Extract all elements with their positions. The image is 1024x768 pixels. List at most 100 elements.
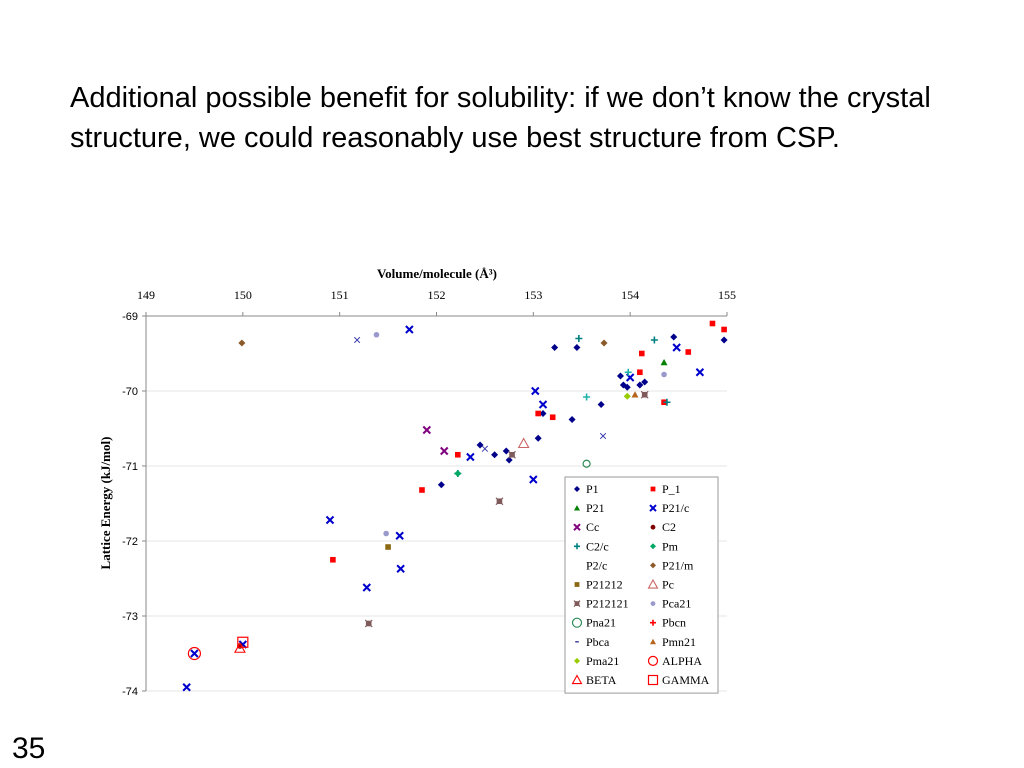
- data-point: [187, 646, 202, 661]
- legend-label: Pmn21: [662, 635, 696, 649]
- data-point: [641, 378, 649, 386]
- legend-box: [564, 476, 719, 694]
- data-point: [395, 531, 404, 540]
- legend-label: Pbcn: [662, 616, 686, 630]
- data-point: [440, 446, 449, 456]
- legend-label: BETA: [586, 673, 617, 687]
- legend-label: P1: [586, 482, 599, 496]
- legend-label: P21/m: [662, 558, 694, 572]
- legend-marker: [574, 486, 580, 492]
- data-point: [455, 451, 461, 458]
- data-point: [631, 391, 639, 398]
- data-point: [466, 452, 475, 462]
- data-point: [373, 331, 380, 338]
- data-point: [623, 383, 631, 391]
- y-tick-label: -74: [122, 686, 138, 698]
- data-point: [505, 456, 513, 464]
- data-point: [535, 410, 541, 417]
- legend-label: P_1: [662, 482, 681, 496]
- data-point: [238, 339, 246, 347]
- legend-label: Pc: [662, 578, 674, 592]
- data-point: [661, 371, 667, 378]
- legend-label: Cc: [586, 520, 599, 534]
- data-point: [534, 434, 542, 442]
- data-point: [476, 441, 484, 449]
- data-point: [638, 350, 645, 357]
- y-tick-label: -70: [122, 386, 138, 398]
- y-tick-label: -71: [122, 461, 138, 473]
- legend-marker: [574, 582, 580, 587]
- legend-marker: [573, 600, 581, 608]
- legend-marker: [650, 638, 656, 645]
- data-point: [437, 481, 445, 489]
- legend-marker: [647, 578, 659, 589]
- x-tick-label: 151: [331, 288, 349, 302]
- legend-marker: [647, 674, 659, 686]
- data-point: [623, 392, 631, 400]
- legend-label: Pca21: [662, 597, 691, 611]
- data-point: [237, 636, 249, 648]
- data-point: [695, 368, 705, 377]
- data-point: [551, 344, 559, 351]
- y-tick-label: -73: [122, 611, 138, 623]
- legend-marker: [650, 601, 656, 606]
- data-point: [362, 583, 371, 592]
- data-point: [495, 497, 504, 506]
- x-tick-label: 150: [234, 288, 252, 302]
- legend: P1 P_1 P21 P21/c Cc C2 C2/c Pm P2/c P21/m P21212 Pc…: [564, 476, 719, 694]
- data-point: [660, 359, 668, 366]
- legend-label: ALPHA: [662, 654, 702, 668]
- legend-marker: [574, 543, 580, 550]
- y-axis-label: Lattice Energy (kJ/mol): [98, 437, 113, 570]
- data-point: [508, 450, 516, 459]
- data-point: [502, 447, 510, 455]
- legend-label: GAMMA: [662, 673, 710, 687]
- data-point: [539, 410, 547, 417]
- data-point: [709, 320, 716, 327]
- data-point: [575, 335, 583, 342]
- data-point: [636, 381, 644, 389]
- x-tick-label: 149: [137, 288, 155, 302]
- data-point: [721, 326, 727, 333]
- data-point: [529, 475, 538, 484]
- data-point: [422, 425, 432, 435]
- data-point: [616, 372, 624, 380]
- data-point: [583, 393, 591, 401]
- legend-label: P21/c: [662, 501, 689, 515]
- data-point: [568, 416, 576, 423]
- data-point: [573, 344, 581, 351]
- y-tick-label: -69: [122, 311, 138, 323]
- legend-label: P21: [586, 501, 605, 515]
- data-point: [383, 530, 389, 537]
- legend-label: Pm: [662, 539, 679, 553]
- data-point: [670, 333, 678, 341]
- x-tick-label: 154: [621, 288, 639, 302]
- data-point: [531, 386, 540, 396]
- data-point: [672, 343, 681, 352]
- legend-label: Pna21: [586, 616, 616, 630]
- legend-marker: [650, 543, 656, 550]
- legend-marker: [650, 619, 656, 626]
- slide-number: 35: [12, 732, 46, 765]
- legend-marker: [571, 617, 583, 628]
- data-point: [685, 349, 692, 355]
- legend-label: P212121: [586, 597, 629, 611]
- data-point: [325, 515, 335, 525]
- data-point: [549, 414, 556, 421]
- legend-label: C2: [662, 520, 676, 534]
- data-point: [600, 339, 608, 347]
- data-point: [538, 400, 548, 409]
- x-axis-label: Volume/molecule (Å³): [377, 266, 497, 281]
- data-point: [405, 325, 414, 334]
- data-point: [481, 445, 489, 452]
- data-point: [190, 649, 199, 658]
- x-tick-label: 153: [524, 288, 542, 302]
- legend-marker: [573, 523, 581, 531]
- data-point: [720, 336, 728, 344]
- data-point: [396, 564, 405, 573]
- data-point: [650, 336, 658, 344]
- legend-marker: [650, 524, 656, 530]
- legend-marker: [574, 505, 580, 511]
- legend-marker: [649, 504, 657, 512]
